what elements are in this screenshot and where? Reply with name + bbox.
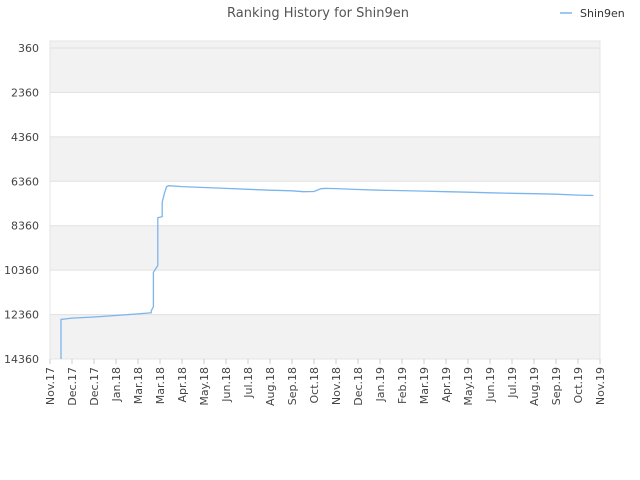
x-tick-label: Jul.18: [242, 367, 255, 399]
y-tick-label: 8360: [11, 220, 39, 233]
y-tick-label: 360: [18, 42, 39, 55]
x-axis: Nov.17 Dec.17 Dec.17 Jan.18 Mar.18 Mar.18 Apr.…: [44, 359, 607, 406]
y-tick-label: 6360: [11, 175, 39, 188]
chart-title: Ranking History for Shin9en: [227, 6, 409, 21]
x-tick-label: Jun.19: [484, 367, 497, 403]
x-tick-label: Sep.19: [550, 367, 563, 405]
x-tick-label: Dec.17: [88, 367, 101, 406]
y-tick-label: 14360: [4, 353, 39, 366]
legend-label: Shin9en: [580, 7, 625, 20]
x-tick-label: Jan.19: [374, 367, 387, 402]
x-tick-label: Nov.19: [594, 367, 607, 405]
x-tick-label: Jul.19: [506, 367, 519, 399]
x-tick-label: Apr.19: [440, 367, 453, 403]
x-tick-label: Apr.18: [176, 367, 189, 403]
x-tick-label: Jan.18: [110, 367, 123, 402]
series-line[interactable]: [60, 185, 594, 359]
x-tick-label: Nov.17: [44, 367, 57, 405]
y-axis: 360 2360 4360 6360 8360 10360 12360 14360: [4, 42, 39, 366]
plot-border: [49, 40, 601, 360]
plot-band: [50, 41, 600, 48]
series-layer: [60, 185, 594, 359]
y-tick-label: 10360: [4, 264, 39, 277]
x-tick-label: May.18: [198, 367, 211, 406]
grid-lines: [50, 47, 600, 360]
x-tick-label: Dec.17: [66, 367, 79, 406]
plot-band: [50, 136, 600, 182]
x-tick-label: Aug.19: [528, 367, 541, 406]
plot-band: [50, 48, 600, 93]
x-tick-label: Mar.18: [132, 367, 145, 404]
plot-band: [50, 225, 600, 271]
x-tick-label: Oct.18: [308, 367, 321, 404]
plot-bands: [50, 41, 600, 359]
x-tick-label: Sep.18: [286, 367, 299, 405]
x-tick-label: Nov.18: [330, 367, 343, 405]
legend[interactable]: Shin9en: [560, 7, 625, 20]
x-tick-label: May.19: [462, 367, 475, 406]
y-tick-label: 2360: [11, 86, 39, 99]
plot-band: [50, 314, 600, 359]
x-tick-label: Mar.18: [154, 367, 167, 404]
x-tick-label: Oct.19: [572, 367, 585, 404]
y-tick-label: 12360: [4, 309, 39, 322]
x-tick-label: Aug.18: [264, 367, 277, 406]
x-tick-label: Dec.18: [352, 367, 365, 406]
y-tick-label: 4360: [11, 131, 39, 144]
x-tick-label: Jun.18: [220, 367, 233, 403]
x-tick-label: Feb.19: [396, 367, 409, 404]
x-tick-label: Mar.19: [418, 367, 431, 404]
